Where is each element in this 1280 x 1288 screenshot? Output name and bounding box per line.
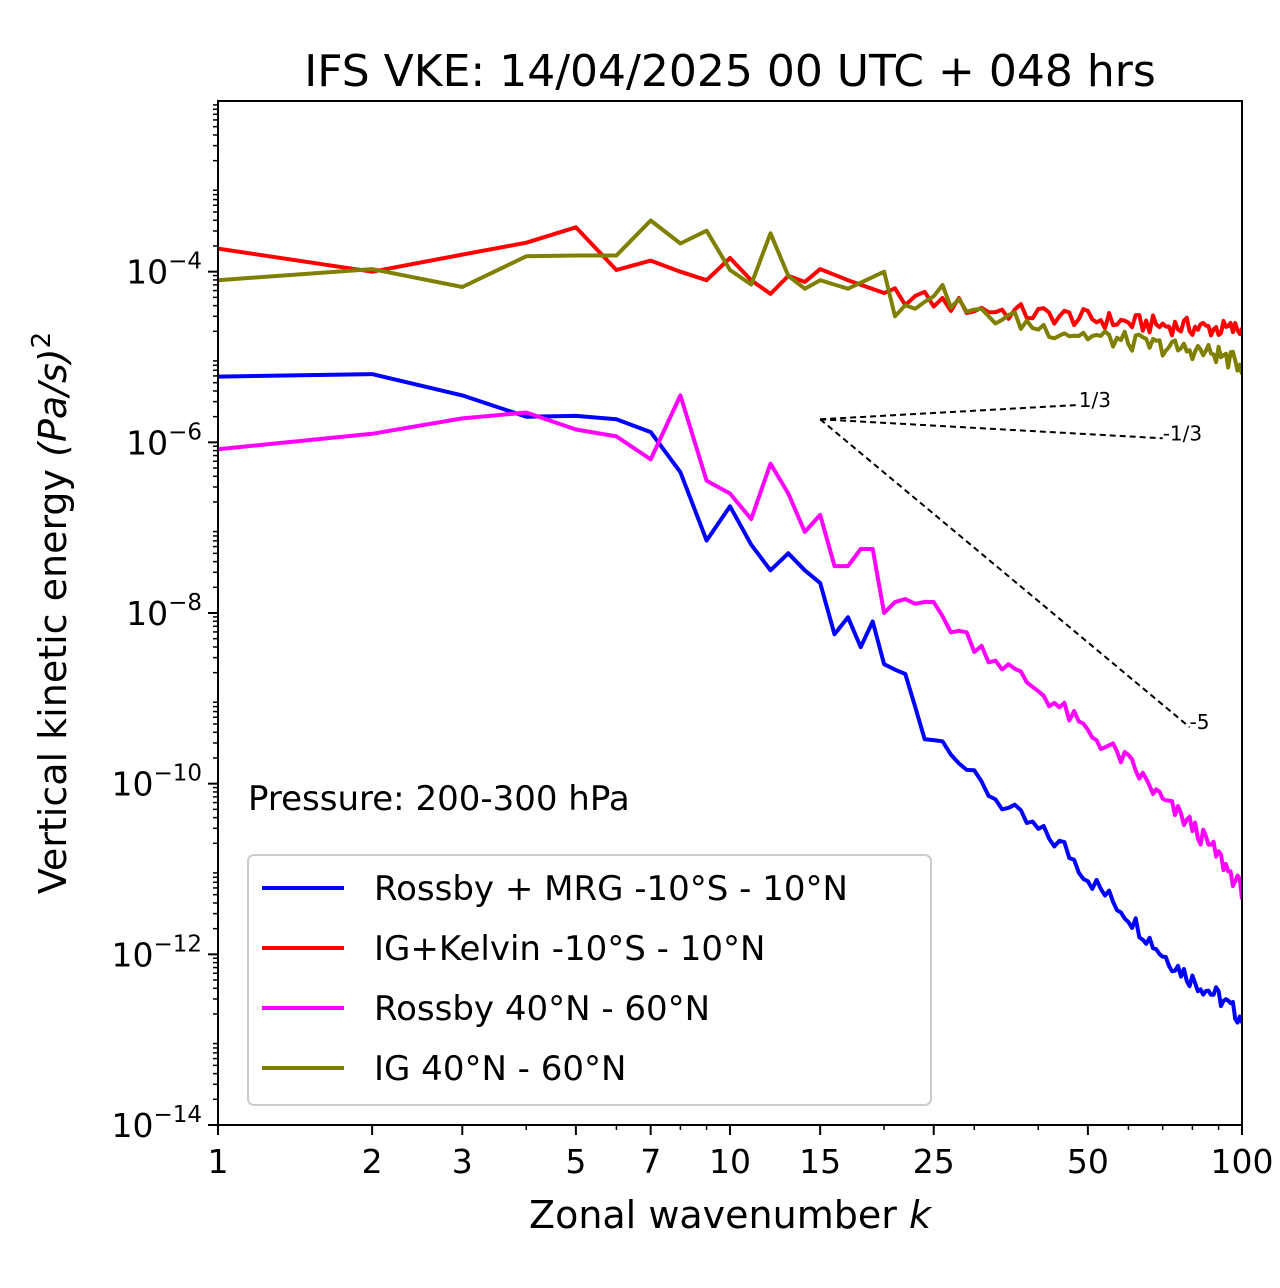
chart-title: IFS VKE: 14/04/2025 00 UTC + 048 hrs bbox=[304, 46, 1156, 97]
x-tick-label: 3 bbox=[452, 1142, 473, 1181]
y-tick-label: 10−12 bbox=[111, 931, 202, 974]
x-tick-label: 10 bbox=[709, 1142, 751, 1181]
pressure-annotation: Pressure: 200-300 hPa bbox=[248, 779, 630, 819]
y-axis-label-text: Vertical kinetic energy bbox=[31, 469, 75, 894]
series-line-2 bbox=[218, 225, 1242, 338]
legend-label-1: Rossby + MRG -10°S - 10°N bbox=[374, 869, 848, 909]
legend-label-4: IG 40°N - 60°N bbox=[374, 1049, 626, 1089]
x-axis-variable: k bbox=[909, 1193, 933, 1237]
y-tick-label: 10−4 bbox=[126, 249, 202, 292]
y-tick-label: 10−6 bbox=[126, 419, 202, 462]
reference-line-2 bbox=[820, 418, 1163, 440]
series-layer bbox=[218, 218, 1242, 1025]
reference-line-3 bbox=[819, 418, 1191, 728]
y-tick-label: 10−10 bbox=[111, 761, 202, 804]
reference-lines: 1/3 -1/3 -5 bbox=[819, 388, 1210, 734]
y-axis-power: 2 bbox=[27, 332, 57, 349]
axes: 1 2 3 5 7 10 15 25 50 100 10−14 10−12 10−10 10−8 10−6 1… bbox=[111, 104, 1274, 1181]
x-axis-label: Zonal wavenumber k bbox=[529, 1193, 933, 1237]
legend-label-3: Rossby 40°N - 60°N bbox=[374, 989, 710, 1029]
legend-label-2: IG+Kelvin -10°S - 10°N bbox=[374, 929, 765, 969]
x-tick-label: 50 bbox=[1067, 1142, 1109, 1181]
y-tick-label: 10−14 bbox=[111, 1102, 202, 1145]
x-tick-label: 2 bbox=[362, 1142, 383, 1181]
legend-frame bbox=[247, 854, 932, 1106]
y-tick-label: 10−8 bbox=[126, 590, 202, 633]
x-tick-label: 5 bbox=[565, 1142, 586, 1181]
x-tick-label: 25 bbox=[913, 1142, 955, 1181]
legend: Rossby + MRG -10°S - 10°N IG+Kelvin -10°S… bbox=[247, 854, 932, 1106]
series-line-3 bbox=[218, 393, 1242, 900]
reference-line-1 bbox=[820, 403, 1079, 421]
series-line-1 bbox=[218, 372, 1242, 1025]
x-tick-label: 1 bbox=[208, 1142, 229, 1181]
reference-label-3: -5 bbox=[1190, 710, 1210, 734]
reference-label-2: -1/3 bbox=[1163, 421, 1202, 445]
x-axis-label-text: Zonal wavenumber bbox=[529, 1193, 897, 1237]
x-tick-label: 100 bbox=[1211, 1142, 1274, 1181]
reference-label-1: 1/3 bbox=[1079, 388, 1111, 412]
y-axis-label: Vertical kinetic energy (Pa/s)2 bbox=[27, 332, 75, 894]
x-tick-label: 15 bbox=[799, 1142, 841, 1181]
series-line-4 bbox=[218, 218, 1242, 375]
y-axis-units: (Pa/s) bbox=[31, 348, 75, 456]
x-tick-label: 7 bbox=[640, 1142, 661, 1181]
